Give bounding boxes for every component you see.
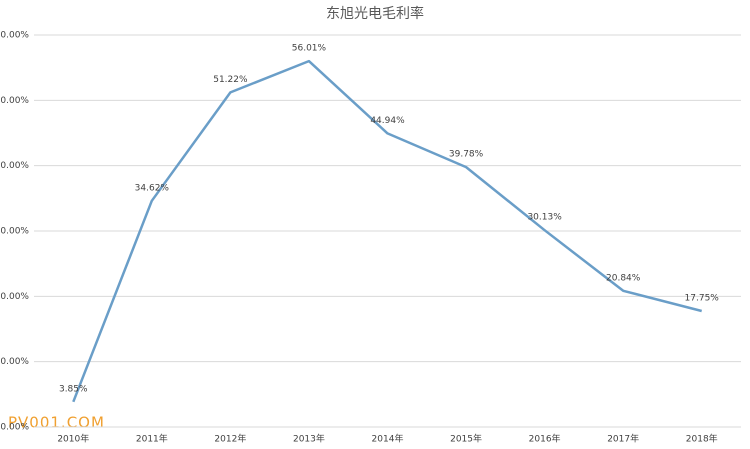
line <box>72 59 703 403</box>
y-tick-label: 60.00% <box>0 31 29 41</box>
x-tick-label: 2017年 <box>607 433 639 445</box>
y-tick-label: 50.00% <box>0 96 29 106</box>
data-label: 34.62% <box>135 183 170 193</box>
data-label: 30.13% <box>527 213 562 223</box>
x-tick-label: 2010年 <box>57 433 89 445</box>
data-label: 44.94% <box>370 116 405 126</box>
data-label: 20.84% <box>606 273 641 283</box>
x-tick-label: 2011年 <box>136 433 168 445</box>
y-tick-label: 10.00% <box>0 357 29 367</box>
y-tick-label: 20.00% <box>0 292 29 302</box>
data-label: 39.78% <box>449 150 484 160</box>
data-label: 51.22% <box>213 75 248 85</box>
data-label: 3.85% <box>59 384 88 394</box>
x-tick-label: 2014年 <box>372 433 404 445</box>
y-tick-label: 30.00% <box>0 227 29 237</box>
data-label: 56.01% <box>292 44 327 54</box>
x-tick-label: 2016年 <box>529 433 561 445</box>
data-label: 17.75% <box>685 294 720 304</box>
x-tick-label: 2013年 <box>293 433 325 445</box>
x-tick-label: 2018年 <box>686 433 718 445</box>
y-tick-label: 0.00% <box>0 423 29 433</box>
x-tick-label: 2012年 <box>214 433 246 445</box>
x-tick-label: 2015年 <box>450 433 482 445</box>
y-tick-label: 40.00% <box>0 161 29 171</box>
chart-title: 东旭光电毛利率 <box>326 5 424 22</box>
